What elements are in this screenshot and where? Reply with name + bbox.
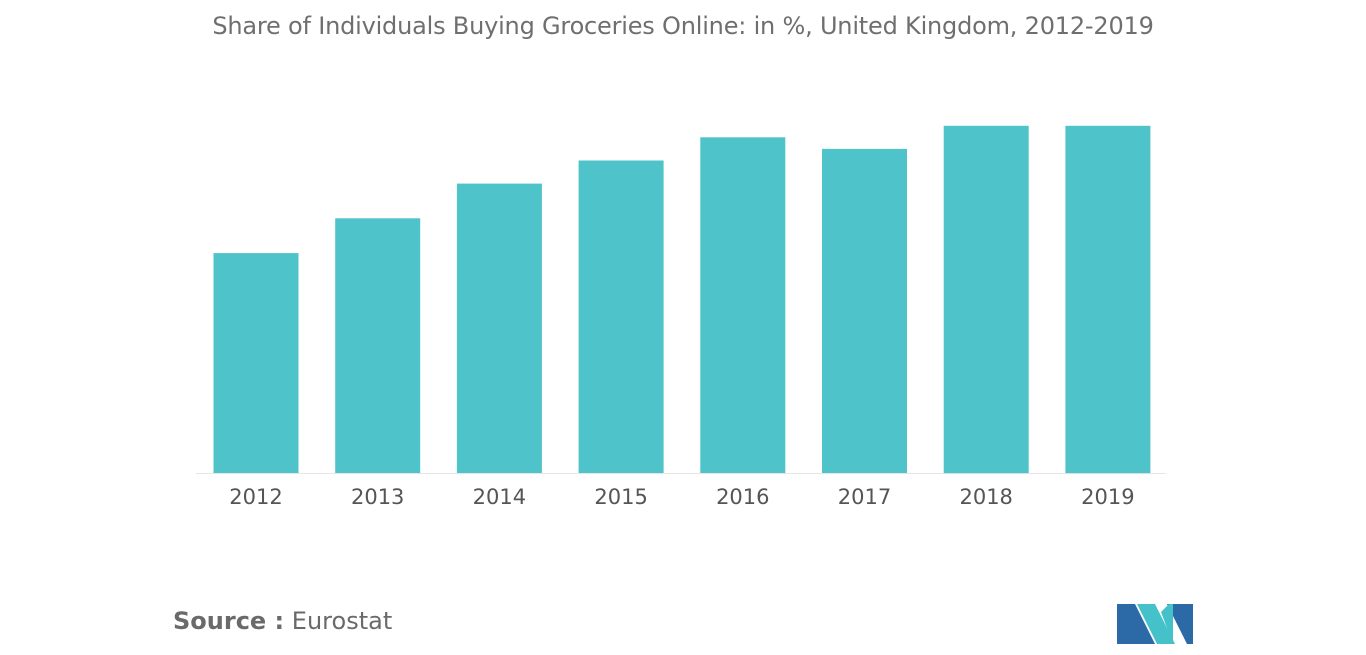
- x-tick-label-2017: 2017: [838, 485, 891, 509]
- bar-2015: [578, 160, 664, 473]
- source-label: Source :: [173, 607, 285, 635]
- bar-2012: [213, 253, 299, 473]
- logo-right-shape: [1167, 604, 1193, 644]
- x-tick-label-2016: 2016: [716, 485, 769, 509]
- mordor-intelligence-logo-icon: [1117, 604, 1193, 644]
- x-tick-label-2013: 2013: [351, 485, 404, 509]
- bar-2017: [822, 148, 907, 473]
- logo-middle-shape: [1137, 604, 1175, 644]
- chart-title: Share of Individuals Buying Groceries On…: [212, 12, 1154, 40]
- x-tick-labels: 2012 2013 2014 2015 2016 2017 2018 2019: [229, 485, 1134, 509]
- source-note: Source : Eurostat: [173, 607, 392, 635]
- bar-2014: [456, 183, 542, 473]
- bars-group: [213, 125, 1151, 474]
- logo-left-shape: [1117, 604, 1155, 644]
- bar-2013: [335, 218, 421, 473]
- logo-right-accent: [1161, 604, 1173, 644]
- x-tick-label-2019: 2019: [1081, 485, 1134, 509]
- bar-2016: [700, 137, 786, 474]
- bar-2019: [1065, 125, 1151, 474]
- x-tick-label-2012: 2012: [229, 485, 282, 509]
- source-value: Eurostat: [291, 607, 393, 635]
- bar-2018: [943, 125, 1029, 474]
- x-tick-label-2015: 2015: [594, 485, 647, 509]
- x-tick-label-2018: 2018: [959, 485, 1012, 509]
- x-tick-label-2014: 2014: [473, 485, 526, 509]
